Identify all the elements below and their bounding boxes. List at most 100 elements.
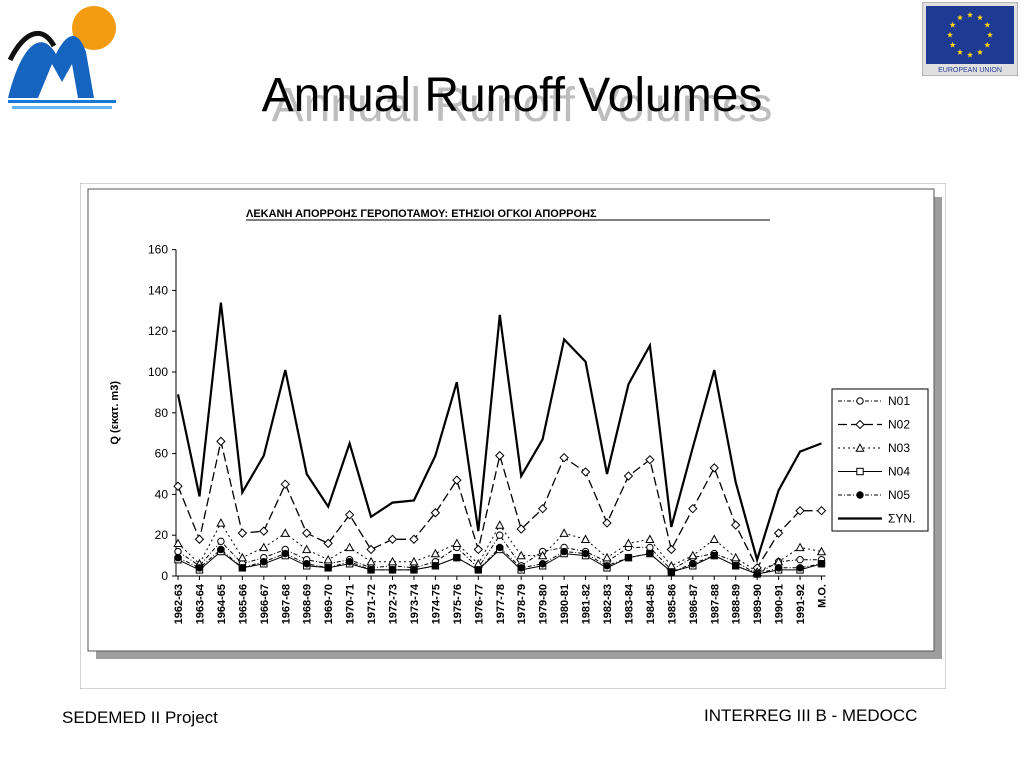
data-point (194, 534, 205, 544)
data-point (580, 467, 591, 477)
data-point (237, 528, 248, 538)
x-tick-label: 1978-79 (516, 584, 528, 624)
data-point (603, 562, 611, 570)
x-tick-label: 1969-70 (323, 584, 335, 624)
eu-star-icon (977, 49, 983, 55)
legend-marker (856, 397, 864, 405)
data-point (796, 564, 804, 572)
x-tick-label: 1986-87 (688, 584, 700, 624)
series-1 (173, 436, 827, 573)
data-point (323, 554, 333, 564)
data-point (430, 508, 441, 518)
eu-star-icon (987, 31, 993, 38)
data-point (366, 544, 376, 555)
data-point (602, 552, 612, 562)
series-5 (176, 302, 822, 564)
data-point (517, 564, 525, 572)
x-tick-label: 1989-90 (752, 584, 764, 624)
y-tick-label: 60 (155, 447, 169, 461)
data-point (817, 560, 826, 568)
x-tick-label: 1988-89 (731, 584, 743, 624)
runoff-chart: ΛΕΚΑΝΗ ΑΠΟΡΡΟΗΣ ΓΕΡΟΠΟΤΑΜΟΥ: ΕΤΗΣΙΟΙ ΟΓΚ… (80, 183, 946, 689)
data-point (666, 544, 677, 555)
data-point (816, 546, 827, 556)
data-point (473, 544, 484, 555)
project-logo (7, 6, 116, 109)
data-point (345, 558, 354, 566)
data-point (774, 564, 783, 572)
y-tick-label: 80 (155, 406, 169, 420)
x-tick-label: 1980-81 (559, 584, 571, 624)
x-tick-label: 1971-72 (366, 584, 378, 624)
chart-legend: Ν01 Ν02 Ν03 Ν04 Ν05 ΣΥΝ. (831, 388, 929, 532)
data-point (474, 566, 482, 574)
data-point (173, 538, 183, 548)
data-point (795, 542, 805, 552)
data-point (410, 566, 418, 574)
data-point (773, 528, 784, 538)
x-tick-label: 1975-76 (452, 584, 464, 624)
data-point (795, 506, 805, 516)
data-point (217, 537, 225, 546)
data-point (732, 562, 740, 570)
data-point (387, 534, 398, 544)
data-point (367, 566, 375, 574)
data-point (344, 510, 355, 520)
data-point (431, 562, 440, 570)
data-point (495, 520, 505, 529)
data-point (388, 566, 397, 574)
eu-star-icon (967, 11, 973, 18)
data-point (303, 560, 311, 568)
eu-label: EUROPEAN UNION (938, 67, 1002, 74)
data-point (516, 524, 526, 534)
data-point (173, 481, 183, 491)
data-point (495, 450, 505, 461)
data-point (238, 564, 247, 572)
data-point (538, 550, 548, 560)
data-point (344, 542, 355, 552)
data-point (623, 471, 634, 481)
legend-label: Ν01 (888, 394, 910, 408)
data-point (216, 518, 226, 527)
x-tick-label: 1982-83 (602, 584, 614, 624)
data-point (280, 479, 290, 489)
chart-frame: ΛΕΚΑΝΗ ΑΠΟΡΡΟΗΣ ΓΕΡΟΠΟΤΑΜΟΥ: ΕΤΗΣΙΟΙ ΟΓΚ… (80, 183, 946, 689)
data-point (581, 549, 590, 558)
footer-project: SEDEMED II Project (62, 708, 218, 727)
x-tick-label: 1977-78 (495, 584, 507, 624)
y-tick-label: 20 (155, 528, 169, 542)
y-tick-label: 0 (161, 569, 168, 583)
x-tick-label: 1968-69 (302, 584, 314, 624)
data-point (496, 531, 504, 539)
x-tick-label: 1966-67 (259, 584, 271, 624)
data-point (324, 564, 332, 572)
data-point (281, 549, 289, 558)
data-point (623, 538, 634, 548)
data-point (259, 542, 269, 552)
data-point (195, 564, 204, 572)
page-title: Annual Runoff Volumes (261, 69, 763, 122)
legend-box (831, 388, 929, 532)
x-tick-label: 1970-71 (345, 584, 357, 624)
legend-label: Ν03 (888, 441, 910, 455)
y-tick-label: 100 (148, 365, 168, 379)
chart-panel (87, 188, 935, 652)
x-tick-label: 1963-64 (194, 583, 206, 624)
eu-star-icon (957, 14, 963, 21)
data-point (301, 528, 312, 538)
data-point (430, 548, 441, 558)
data-point (260, 558, 268, 566)
footer-program: INTERREG III B - MEDOCC (704, 706, 918, 725)
data-point (452, 538, 462, 548)
eu-star-icon (984, 41, 991, 48)
eu-star-icon (949, 21, 956, 28)
y-tick-label: 140 (148, 283, 168, 297)
data-point (709, 463, 719, 473)
chart-title: ΛΕΚΑΝΗ ΑΠΟΡΡΟΗΣ ΓΕΡΟΠΟΤΑΜΟΥ: ΕΤΗΣΙΟΙ ΟΓΚ… (246, 208, 597, 220)
x-tick-label: 1976-77 (473, 584, 485, 624)
y-axis-label: Q (εκατ. m3) (109, 381, 121, 445)
data-point (409, 556, 419, 566)
data-point (538, 560, 547, 568)
legend-label: Ν04 (888, 465, 910, 479)
legend-marker (855, 443, 865, 452)
